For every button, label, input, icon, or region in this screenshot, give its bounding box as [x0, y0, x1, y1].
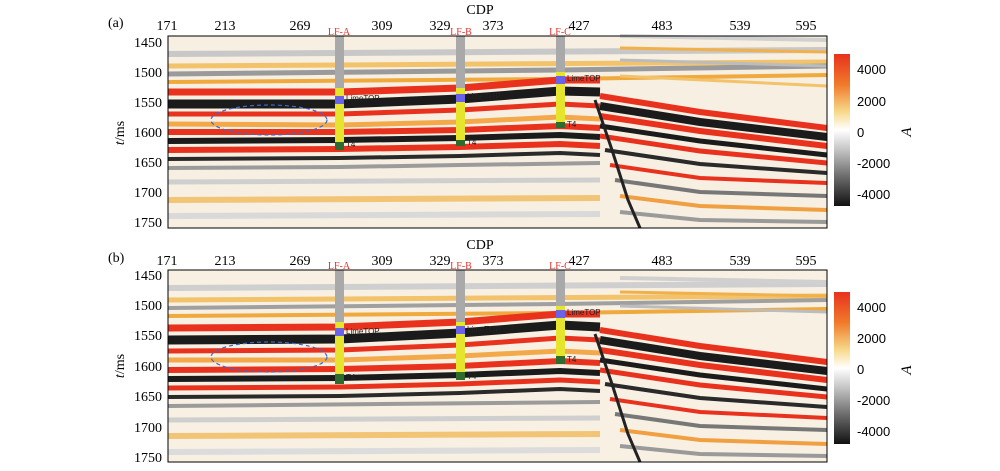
horizon-label: T4 [346, 373, 356, 382]
y-tick-label: 1600 [134, 126, 162, 141]
x-tick-label: 329 [430, 19, 451, 34]
y-tick-label: 1450 [134, 36, 162, 51]
x-tick-label: 309 [372, 19, 393, 34]
y-tick-label: 1600 [134, 360, 162, 375]
y-tick-label: 1500 [134, 299, 162, 314]
y-tick-label: 1700 [134, 186, 162, 201]
x-axis-title: CDP [466, 3, 493, 18]
colorbar-tick: 4000 [857, 62, 886, 77]
x-tick-label: 213 [215, 19, 236, 34]
colorbar-tick: -4000 [857, 424, 890, 439]
colorbar-label: A [899, 365, 915, 376]
x-tick-label: 373 [483, 19, 504, 34]
y-tick-label: 1500 [134, 66, 162, 81]
horizon-label: LimeTOP [567, 74, 601, 83]
plot-frame [167, 35, 828, 229]
x-tick-label: 373 [483, 254, 504, 269]
x-tick-label: 539 [730, 19, 751, 34]
colorbar: 4000 2000 0 -2000 -4000 A [834, 292, 915, 444]
well-lf-b: LF-B LimeTOP T4 [450, 27, 500, 147]
y-tick-label: 1550 [134, 96, 162, 111]
x-tick-label: 329 [430, 254, 451, 269]
colorbar-tick: -2000 [857, 156, 890, 171]
horizon-label: LimeTOP [467, 92, 501, 101]
horizon-label: T4 [567, 355, 577, 364]
well-lf-b: LF-B LimeTOP T4 [450, 261, 500, 381]
y-tick-label: 1650 [134, 156, 162, 171]
x-tick-label: 309 [372, 254, 393, 269]
horizon-label: LimeTOP [346, 94, 380, 103]
x-tick-label: 171 [157, 254, 178, 269]
y-tick-label: 1700 [134, 421, 162, 436]
well-name: LF-A [328, 261, 351, 272]
well-name: LF-A [328, 27, 351, 38]
horizon-label: T4 [567, 120, 577, 129]
y-tick-label: 1450 [134, 269, 162, 284]
y-axis-title: t/ms [113, 354, 128, 378]
colorbar-tick: 0 [857, 362, 864, 377]
horizon-label: LimeTOP [467, 325, 501, 334]
horizon-label: T4 [467, 372, 477, 381]
y-tick-label: 1550 [134, 329, 162, 344]
seismic-section [167, 270, 828, 463]
x-tick-label: 595 [796, 19, 817, 34]
well-lf-c: LF-C LimeTOP T4 [549, 261, 601, 364]
horizon-label: LimeTOP [567, 308, 601, 317]
y-axis-title: t/ms [113, 121, 128, 145]
well-lf-c: LF-C LimeTOP T4 [549, 27, 600, 129]
colorbar: 4000 2000 0 -2000 -4000 A [834, 54, 915, 206]
x-tick-label: 483 [652, 19, 673, 34]
y-tick-labels: 1450 1500 1550 1600 1650 1700 1750 [134, 36, 162, 231]
colorbar-tick: -4000 [857, 187, 890, 202]
horizon-label: T4 [346, 140, 356, 149]
colorbar-tick: 0 [857, 125, 864, 140]
colorbar-tick: 2000 [857, 331, 886, 346]
highlight-ellipse [210, 104, 328, 136]
plot-frame [167, 269, 828, 463]
colorbar-tick: -2000 [857, 393, 890, 408]
x-tick-label: 483 [652, 254, 673, 269]
well-name: LF-B [450, 261, 472, 272]
x-tick-label: 269 [290, 254, 311, 269]
well-name: LF-C [549, 261, 571, 272]
y-tick-label: 1750 [134, 216, 162, 231]
well-name: LF-B [450, 27, 472, 38]
well-lf-a: LF-A LimeTOP T4 [328, 261, 380, 384]
well-lf-a: LF-A LimeTOP T4 [328, 27, 380, 150]
x-tick-label: 427 [569, 19, 590, 34]
colorbar-tick: 4000 [857, 300, 886, 315]
panel-b: (b) CDP 171 213 269 309 329 373 427 483 … [108, 238, 915, 466]
panel-label: (a) [108, 16, 124, 31]
x-tick-label: 213 [215, 254, 236, 269]
colorbar-label: A [899, 127, 915, 138]
horizon-label: LimeTOP [346, 327, 380, 336]
panel-label: (b) [108, 251, 125, 266]
x-tick-labels: 171 213 269 309 329 373 427 483 539 595 [157, 254, 817, 269]
x-tick-label: 269 [290, 19, 311, 34]
y-tick-labels: 1450 1500 1550 1600 1650 1700 1750 [134, 269, 162, 466]
y-tick-label: 1750 [134, 451, 162, 466]
seismic-section [167, 34, 828, 229]
x-tick-label: 539 [730, 254, 751, 269]
panel-a: (a) CDP 171 213 269 309 329 373 427 483 … [108, 3, 915, 231]
horizon-label: T4 [467, 138, 477, 147]
x-tick-labels: 171 213 269 309 329 373 427 483 539 595 [157, 19, 817, 34]
x-tick-label: 595 [796, 254, 817, 269]
x-tick-label: 427 [569, 254, 590, 269]
well-name: LF-C [549, 27, 571, 38]
highlight-ellipse [210, 341, 328, 373]
x-tick-label: 171 [157, 19, 178, 34]
colorbar-tick: 2000 [857, 94, 886, 109]
x-axis-title: CDP [466, 238, 493, 253]
y-tick-label: 1650 [134, 390, 162, 405]
